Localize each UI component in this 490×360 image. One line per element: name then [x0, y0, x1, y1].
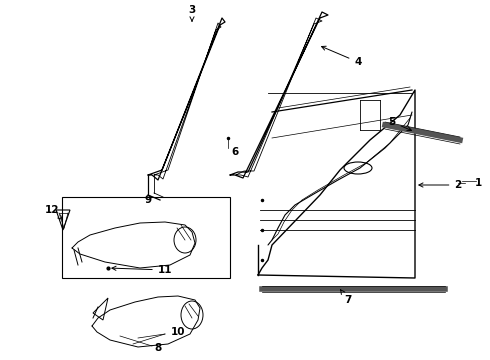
Text: 10: 10 — [171, 327, 185, 337]
Text: 1: 1 — [474, 178, 482, 188]
Text: 4: 4 — [321, 46, 362, 67]
Text: 7: 7 — [341, 290, 352, 305]
Text: 9: 9 — [145, 195, 151, 205]
Text: 3: 3 — [188, 5, 196, 21]
Text: 2: 2 — [419, 180, 462, 190]
Text: 11: 11 — [112, 265, 172, 275]
Bar — [62, 197, 230, 278]
Text: 12: 12 — [45, 205, 63, 220]
Text: 6: 6 — [231, 147, 239, 157]
Text: 8: 8 — [154, 343, 162, 353]
Text: 5: 5 — [389, 117, 412, 131]
